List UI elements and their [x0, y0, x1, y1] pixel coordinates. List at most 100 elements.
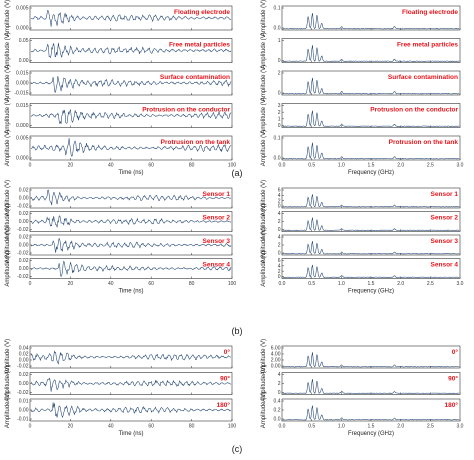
series-annotation: Protrusion on the conductor [142, 107, 230, 114]
x-axis-label: Time (ns) [118, 170, 143, 176]
series-trace [282, 194, 460, 208]
x-axis-label: Frequency (GHz) [348, 289, 394, 295]
y-tick-label: 4.00 [271, 352, 281, 358]
series-annotation: Sensor 3 [431, 238, 459, 245]
y-tick-label: 1 [278, 117, 281, 123]
x-tick-label: 3.0 [457, 163, 464, 169]
y-axis-label: Amplitude (V) [5, 339, 11, 375]
series-trace [30, 42, 232, 59]
y-axis-label: Amplitude (V) [5, 65, 11, 101]
series-trace [283, 352, 460, 368]
y-tick-label: -0.02 [17, 251, 29, 257]
series-annotation: Sensor 1 [431, 191, 459, 198]
series-annotation: 90° [448, 375, 458, 383]
x-tick-label: 1.5 [368, 424, 375, 430]
y-tick-label: 2 [278, 219, 281, 225]
x-tick-label: 2.0 [397, 163, 404, 169]
subfigure-label: (a) [232, 168, 243, 178]
y-tick-label: 0.015 [16, 71, 29, 77]
y-tick-label: 0.01 [19, 399, 29, 405]
y-tick-label: -0.01 [17, 417, 29, 423]
y-tick-label: -0.02 [17, 390, 29, 396]
y-axis-label: Amplitude (V) [261, 180, 267, 216]
y-tick-label: 4 [278, 372, 281, 378]
y-tick-label: 0.00 [19, 266, 29, 272]
x-tick-label: 1.0 [338, 424, 345, 430]
y-tick-label: 2 [278, 243, 281, 249]
x-tick-label: 40 [108, 281, 114, 287]
y-axis-label: Amplitude (V) [5, 203, 11, 239]
y-tick-label: 0.02 [19, 235, 29, 241]
series-trace [30, 108, 232, 125]
y-tick-label: 2.00 [271, 358, 281, 364]
x-tick-label: 80 [189, 424, 195, 430]
x-tick-label: 1.0 [338, 281, 345, 287]
x-tick-label: 80 [189, 163, 195, 169]
series-trace [282, 378, 460, 394]
y-tick-label: 0.00 [19, 219, 29, 225]
y-tick-label: 0.00 [19, 196, 29, 202]
series-trace [30, 9, 232, 27]
y-axis-label: Amplitude (V) [261, 392, 267, 428]
y-tick-label: 4 [278, 211, 281, 217]
y-tick-label: 0 [278, 204, 281, 210]
y-axis-label: Amplitude (V) [261, 227, 267, 263]
y-tick-label: -0.015 [14, 91, 28, 97]
series-trace [30, 260, 232, 278]
plot-frame [29, 345, 233, 369]
series-annotation: Sensor 2 [431, 215, 459, 222]
x-tick-label: 3.0 [457, 281, 464, 287]
x-axis-label: Time (ns) [118, 289, 143, 295]
plot-frame [281, 398, 461, 422]
y-tick-label: 0.00 [19, 408, 29, 414]
x-tick-label: 2.5 [427, 281, 434, 287]
y-tick-label: 0.0 [274, 156, 281, 162]
x-tick-label: 40 [108, 424, 114, 430]
y-tick-label: 0.000 [16, 156, 29, 162]
y-tick-label: 2 [278, 71, 281, 77]
x-tick-label: 0 [29, 281, 32, 287]
x-tick-label: 2.5 [427, 163, 434, 169]
x-tick-label: 100 [228, 424, 237, 430]
x-tick-label: 1.0 [338, 163, 345, 169]
y-tick-label: 0.000 [16, 123, 29, 129]
y-tick-label: 0.2 [274, 408, 281, 414]
series-annotation: Surface contamination [388, 74, 458, 81]
y-axis-label: Amplitude (V) [261, 32, 267, 68]
x-axis-label: Time (ns) [118, 431, 143, 437]
y-tick-label: 0 [278, 251, 281, 257]
series-trace [30, 76, 232, 94]
x-tick-label: 2.0 [397, 424, 404, 430]
series-annotation: Free metal particles [397, 42, 458, 49]
x-tick-label: 20 [68, 163, 74, 169]
y-tick-label: 0.02 [19, 372, 29, 378]
x-tick-label: 1.5 [368, 281, 375, 287]
y-tick-label: 3 [278, 103, 281, 109]
x-tick-label: 2.5 [427, 424, 434, 430]
y-tick-label: 4 [278, 264, 281, 270]
series-annotation: Floating electrode [174, 9, 230, 16]
series-annotation: Surface contamination [160, 74, 230, 81]
y-tick-label: 0 [278, 123, 281, 129]
series-trace [30, 215, 232, 228]
y-axis-label: Amplitude (V) [5, 227, 11, 263]
freq-panel-group-5: 0.002.004.006.00 Amplitude (V) 0° 0 2 4 Amplit… [261, 339, 464, 437]
subfigure-label: (c) [232, 444, 243, 454]
y-tick-label: 2 [278, 269, 281, 275]
x-tick-label: 80 [189, 281, 195, 287]
x-tick-label: 0.5 [308, 424, 315, 430]
y-tick-label: 0 [278, 91, 281, 97]
x-tick-label: 0 [29, 163, 32, 169]
x-tick-label: 100 [228, 163, 237, 169]
series-annotation: Protrusion on the tank [161, 139, 231, 146]
series-annotation: Sensor 4 [431, 262, 459, 269]
series-trace [282, 110, 460, 127]
y-tick-label: 4 [278, 193, 281, 199]
y-tick-label: 0 [278, 390, 281, 396]
y-tick-label: 0.02 [19, 188, 29, 194]
y-tick-label: 0 [278, 227, 281, 233]
plot-frame [29, 70, 233, 96]
